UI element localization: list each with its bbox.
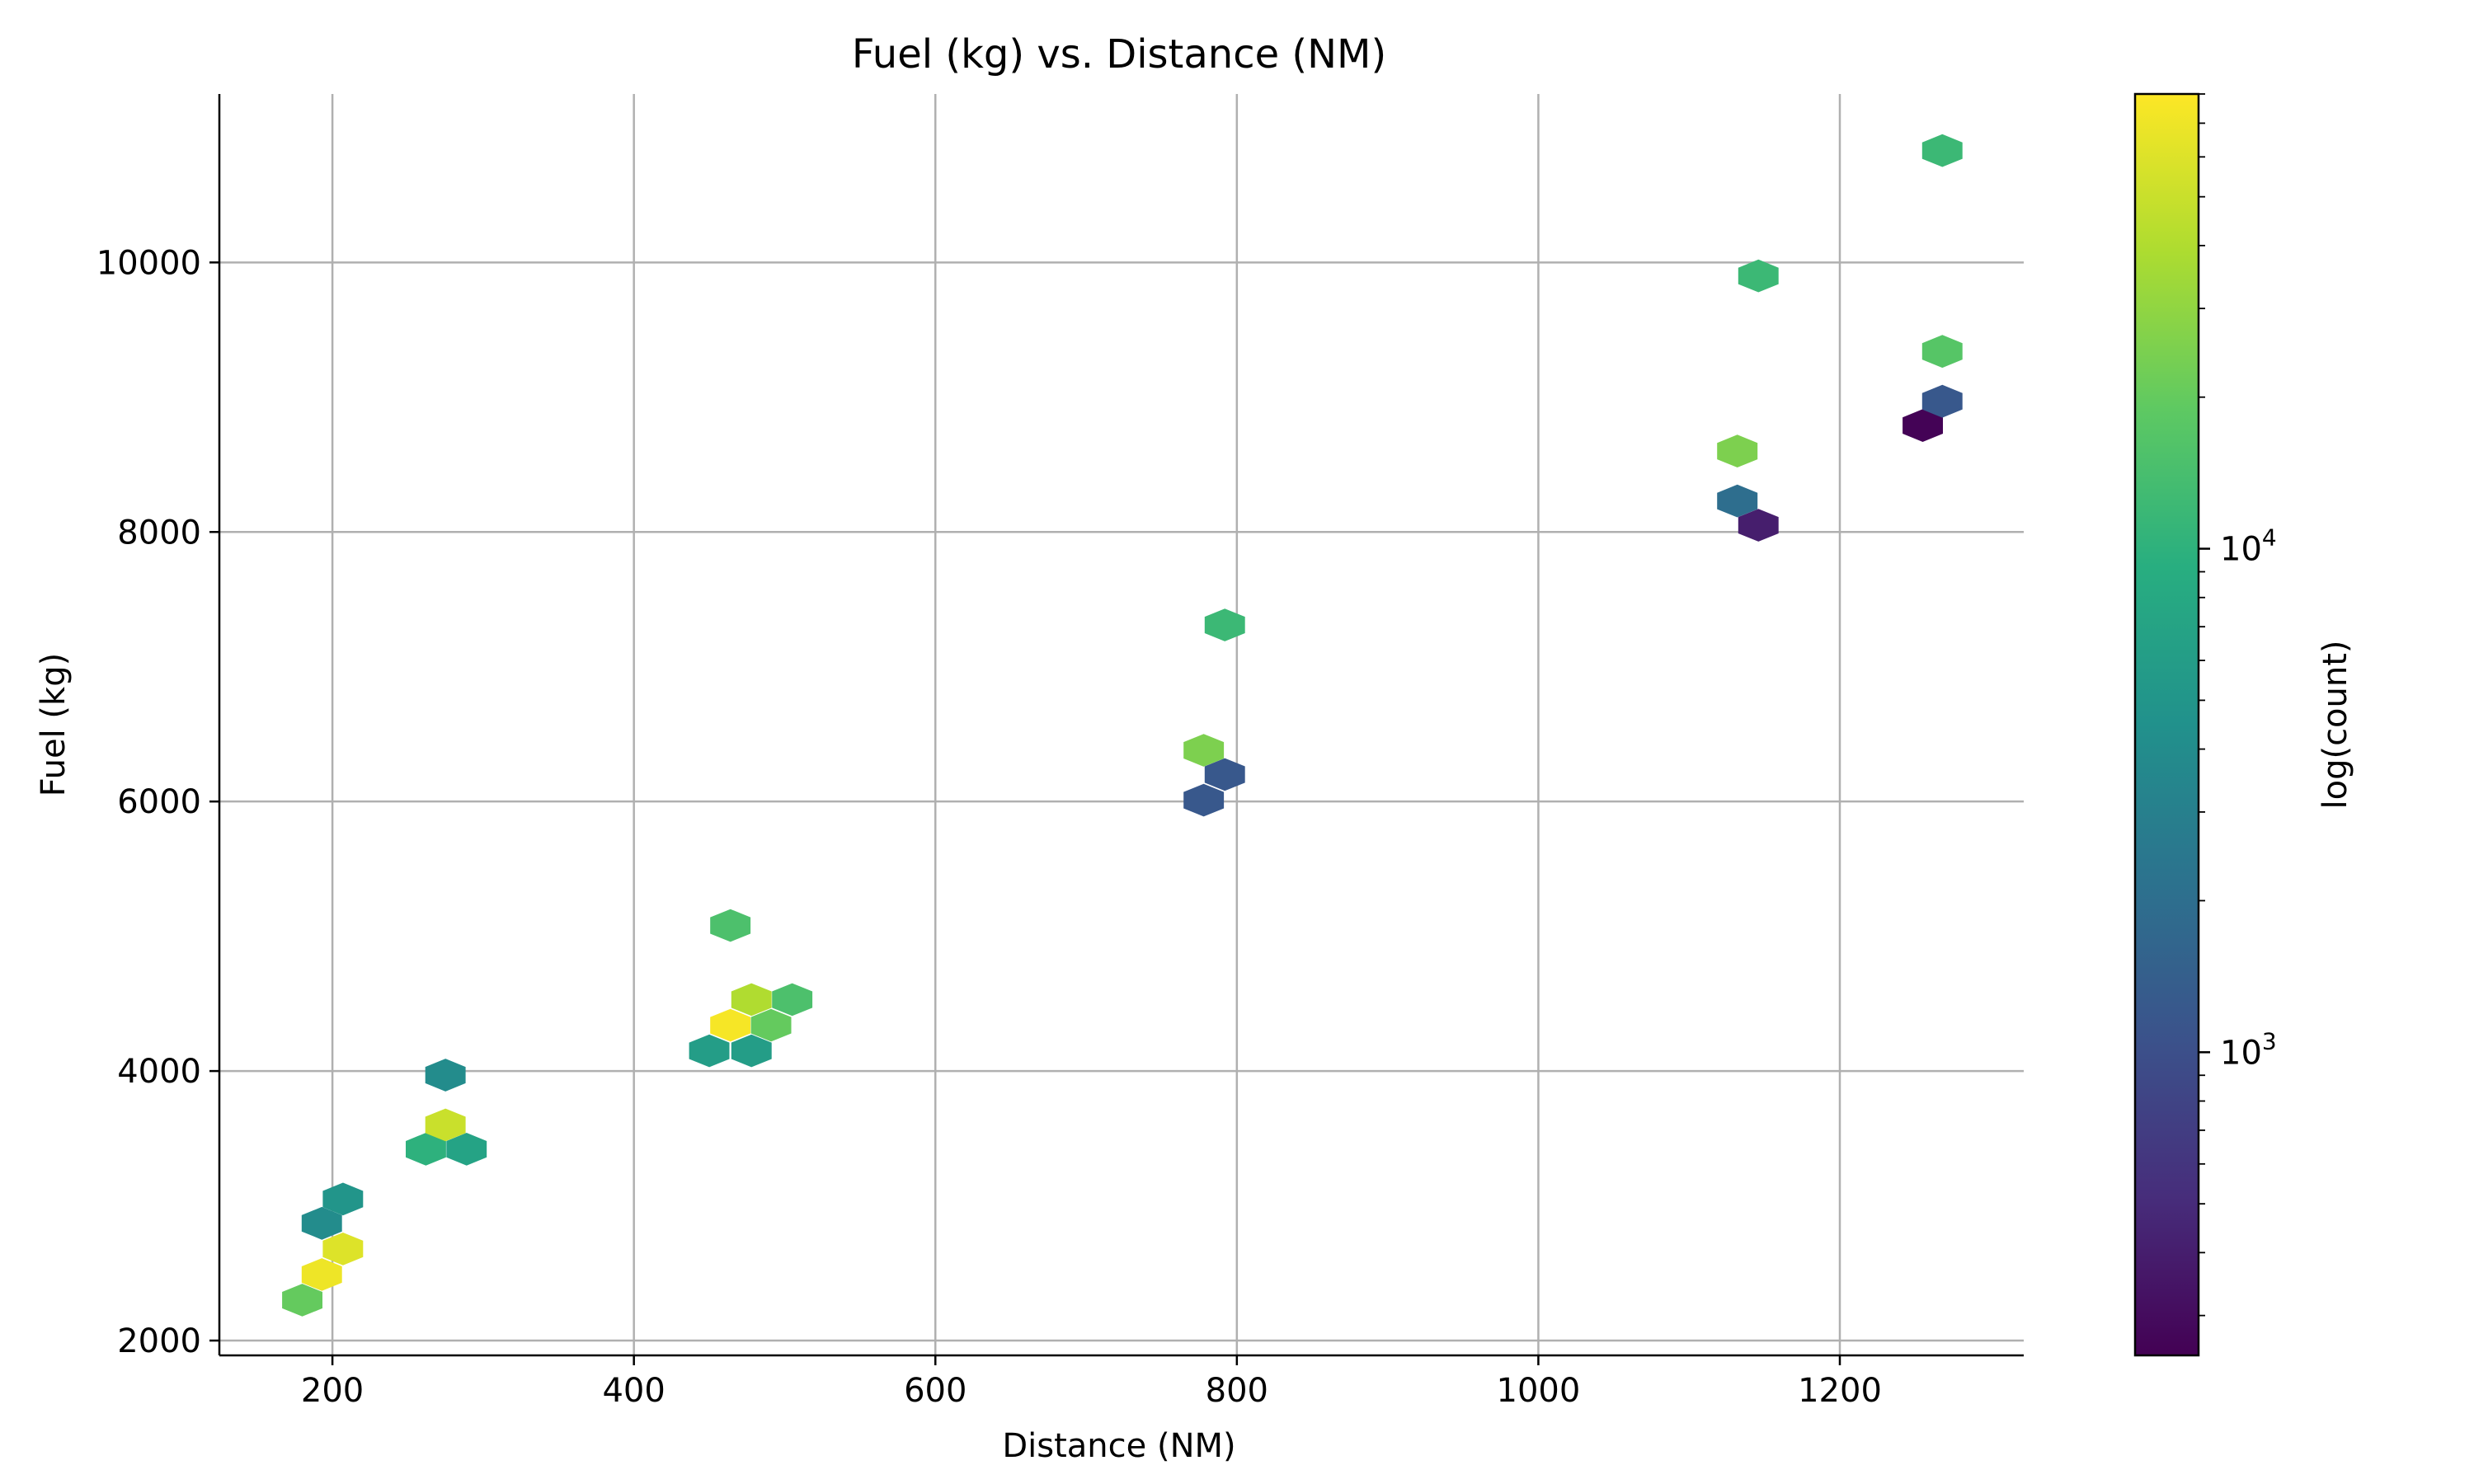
hexbin-cell bbox=[301, 1258, 342, 1291]
hexbin-cell bbox=[750, 1008, 792, 1042]
x-ticks: 200 400 600 800 1000 1200 bbox=[301, 1355, 1882, 1410]
hexbin-cell bbox=[282, 1284, 322, 1317]
hexbin-layer bbox=[282, 134, 1963, 1317]
hexbin-cell bbox=[689, 1034, 730, 1068]
hexbin-cell bbox=[301, 1206, 342, 1240]
grid bbox=[219, 94, 2024, 1355]
hexbin-cell bbox=[772, 983, 813, 1017]
y-tick-label: 2000 bbox=[117, 1322, 201, 1360]
hexbin-cell bbox=[406, 1133, 446, 1166]
x-tick-label: 200 bbox=[301, 1372, 364, 1410]
y-axis-label: Fuel (kg) bbox=[35, 653, 73, 796]
y-ticks: 2000 4000 6000 8000 10000 bbox=[96, 244, 219, 1360]
hexbin-cell bbox=[1183, 783, 1225, 817]
y-tick-label: 8000 bbox=[117, 514, 201, 552]
hexbin-cell bbox=[1903, 409, 1943, 442]
y-tick-label: 6000 bbox=[117, 783, 201, 821]
x-tick-label: 1000 bbox=[1497, 1372, 1581, 1410]
hexbin-cell bbox=[1204, 608, 1245, 641]
colorbar-label: log(count) bbox=[2316, 640, 2354, 809]
hexbin-cell bbox=[710, 909, 751, 942]
x-tick-label: 1200 bbox=[1798, 1372, 1882, 1410]
hexbin-cell bbox=[1204, 758, 1245, 791]
hexbin-cell bbox=[1921, 134, 1963, 167]
hexbin-cell bbox=[322, 1182, 364, 1216]
chart-title: Fuel (kg) vs. Distance (NM) bbox=[852, 31, 1386, 77]
hexbin-cell bbox=[322, 1233, 364, 1266]
hexbin-cell bbox=[1921, 384, 1963, 418]
y-tick-label: 4000 bbox=[117, 1053, 201, 1091]
hexbin-cell bbox=[425, 1059, 466, 1092]
hexbin-cell bbox=[731, 983, 772, 1017]
x-axis-label: Distance (NM) bbox=[1002, 1427, 1235, 1465]
hexbin-cell bbox=[1717, 484, 1758, 518]
hexbin-cell bbox=[425, 1108, 466, 1142]
x-tick-label: 600 bbox=[904, 1372, 967, 1410]
y-tick-label: 10000 bbox=[96, 244, 201, 282]
hexbin-cell bbox=[1183, 734, 1225, 767]
hexbin-cell bbox=[710, 1008, 751, 1042]
colorbar-tick-label: 104 bbox=[2220, 524, 2277, 569]
x-tick-label: 400 bbox=[602, 1372, 665, 1410]
hexbin-cell bbox=[446, 1133, 487, 1166]
colorbar-ticks: 103 104 bbox=[2199, 93, 2277, 1317]
colorbar-tick-label: 103 bbox=[2220, 1027, 2277, 1072]
hexbin-cell bbox=[1717, 434, 1758, 467]
hexbin-cell bbox=[731, 1034, 772, 1068]
x-tick-label: 800 bbox=[1206, 1372, 1268, 1410]
hexbin-cell bbox=[1738, 259, 1779, 293]
hexbin-cell bbox=[1738, 509, 1779, 542]
colorbar bbox=[2133, 92, 2200, 1357]
hexbin-cell bbox=[1921, 335, 1963, 369]
